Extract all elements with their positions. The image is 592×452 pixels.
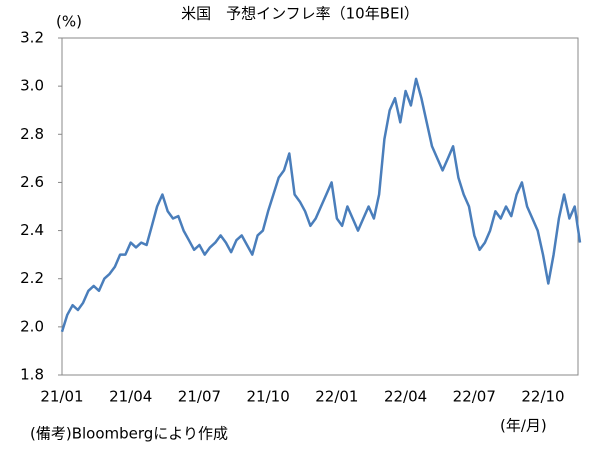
y-unit-label: (%) [56,13,82,31]
y-tick-label: 3.2 [20,29,44,47]
y-tick-label: 1.8 [20,366,44,384]
y-tick-label: 2.8 [20,125,44,143]
x-tick-label: 21/07 [178,388,221,406]
x-unit-label: (年/月) [500,417,547,435]
y-tick-label: 3.0 [20,77,44,95]
x-tick-label: 22/01 [315,388,358,406]
x-tick-label: 21/10 [247,388,290,406]
x-tick-label: 22/04 [384,388,427,406]
x-tick-label: 22/07 [453,388,496,406]
x-tick-label: 21/04 [109,388,152,406]
x-tick-label: 22/10 [521,388,564,406]
x-tick-label: 21/01 [40,388,83,406]
data-line [60,77,582,333]
y-tick-label: 2.2 [20,269,44,287]
y-tick-label: 2.4 [20,221,44,239]
y-tick-label: 2.0 [20,317,44,335]
plot-frame [61,37,579,376]
source-note: (備考)Bloombergにより作成 [30,425,228,443]
chart-title: 米国 予想インフレ率（10年BEI） [181,5,419,23]
y-tick-label: 2.6 [20,173,44,191]
